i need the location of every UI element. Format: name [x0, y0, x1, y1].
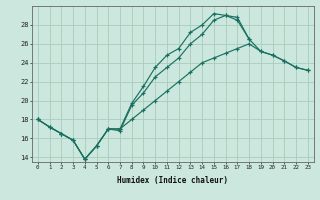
- X-axis label: Humidex (Indice chaleur): Humidex (Indice chaleur): [117, 176, 228, 185]
